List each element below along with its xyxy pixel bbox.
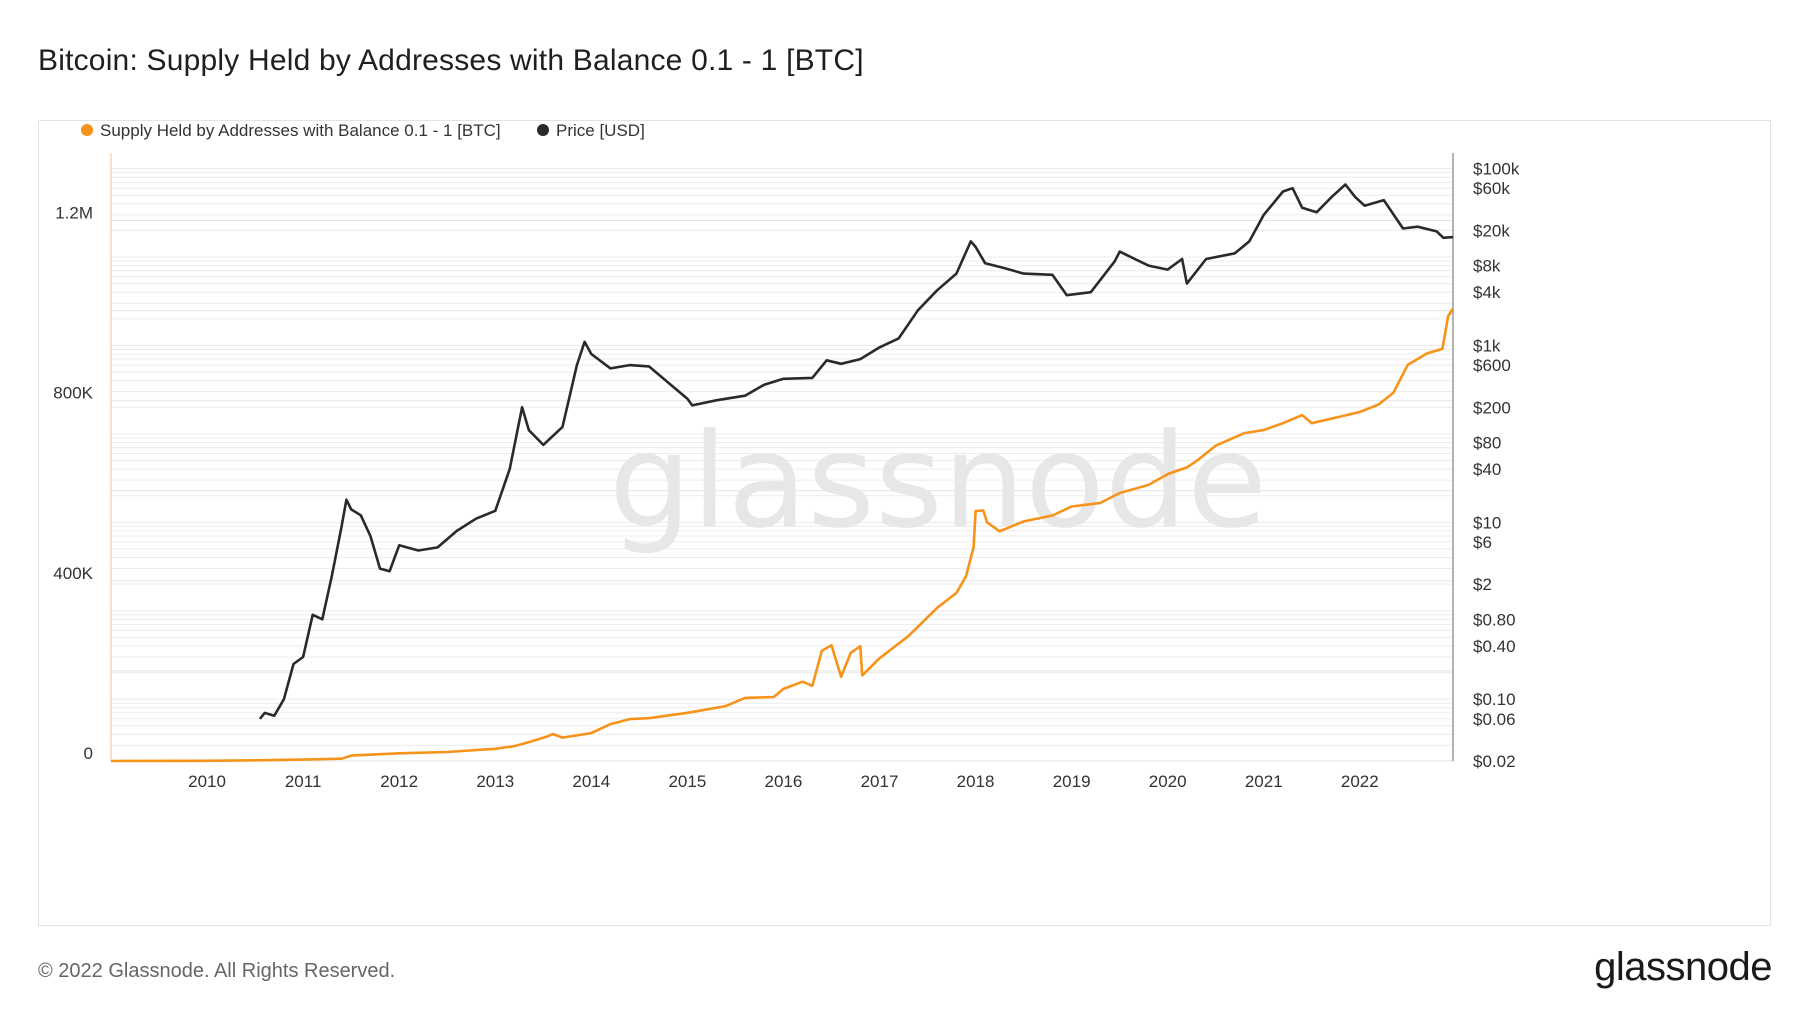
right-tick-label: $0.80 [1473, 610, 1516, 629]
x-tick-label: 2020 [1149, 772, 1187, 791]
x-tick-label: 2012 [380, 772, 418, 791]
x-tick-label: 2014 [572, 772, 610, 791]
right-tick-label: $4k [1473, 283, 1501, 302]
legend-label-price: Price [USD] [556, 121, 645, 140]
footer-copyright: © 2022 Glassnode. All Rights Reserved. [38, 960, 396, 982]
left-tick-label: 800K [53, 384, 93, 403]
legend-dot-supply [81, 124, 93, 136]
left-tick-label: 0 [84, 744, 93, 763]
x-tick-label: 2017 [861, 772, 899, 791]
right-axis-ticks: $100k$60k$20k$8k$4k$1k$600$200$80$40$10$… [1473, 160, 1520, 771]
supply-series-line [110, 307, 1455, 763]
right-tick-label: $100k [1473, 160, 1520, 179]
right-tick-label: $0.40 [1473, 637, 1516, 656]
right-tick-label: $80 [1473, 433, 1501, 452]
x-tick-label: 2022 [1341, 772, 1379, 791]
chart-panel: glassnode 0 400K 800K 1.2M $100k $60k $20k $8k… [38, 120, 1771, 926]
right-tick-label: $0.06 [1473, 710, 1516, 729]
right-tick-label: $20k [1473, 221, 1510, 240]
right-tick-label: $200 [1473, 398, 1511, 417]
x-tick-label: 2013 [476, 772, 514, 791]
legend: Supply Held by Addresses with Balance 0.… [81, 121, 645, 140]
right-tick-label: $0.10 [1473, 690, 1516, 709]
left-tick-label: 400K [53, 564, 93, 583]
right-tick-label: $8k [1473, 257, 1501, 276]
legend-label-supply: Supply Held by Addresses with Balance 0.… [100, 121, 501, 140]
chart-svg: glassnode 0 400K 800K 1.2M $100k$60k $20k $8k… [53, 121, 1520, 791]
x-axis-ticks: 2010 2011 2012 2013 2014 2015 2016 2017 2018 2019… [188, 772, 1379, 791]
right-tick-label: $60k [1473, 179, 1510, 198]
legend-dot-price [537, 124, 549, 136]
x-tick-label: 2016 [765, 772, 803, 791]
right-tick-label: $0.02 [1473, 752, 1516, 771]
right-tick-label: $2 [1473, 575, 1492, 594]
glassnode-logo: glassnode [1594, 945, 1772, 989]
x-tick-label: 2015 [668, 772, 706, 791]
right-tick-label: $6 [1473, 533, 1492, 552]
x-tick-label: 2018 [957, 772, 995, 791]
right-tick-label: $1k [1473, 336, 1501, 355]
x-tick-label: 2019 [1053, 772, 1091, 791]
grid-lines [111, 168, 1453, 762]
right-tick-label: $10 [1473, 513, 1501, 532]
watermark: glassnode [609, 405, 1267, 557]
x-tick-label: 2010 [188, 772, 226, 791]
x-tick-label: 2021 [1245, 772, 1283, 791]
x-tick-label: 2011 [285, 772, 322, 791]
right-tick-label: $600 [1473, 356, 1511, 375]
page-title: Bitcoin: Supply Held by Addresses with B… [38, 44, 864, 77]
right-tick-label: $40 [1473, 460, 1501, 479]
left-tick-label: 1.2M [55, 204, 93, 223]
left-axis-ticks: 0 400K 800K 1.2M [53, 204, 93, 763]
price-series-line [258, 183, 1454, 720]
